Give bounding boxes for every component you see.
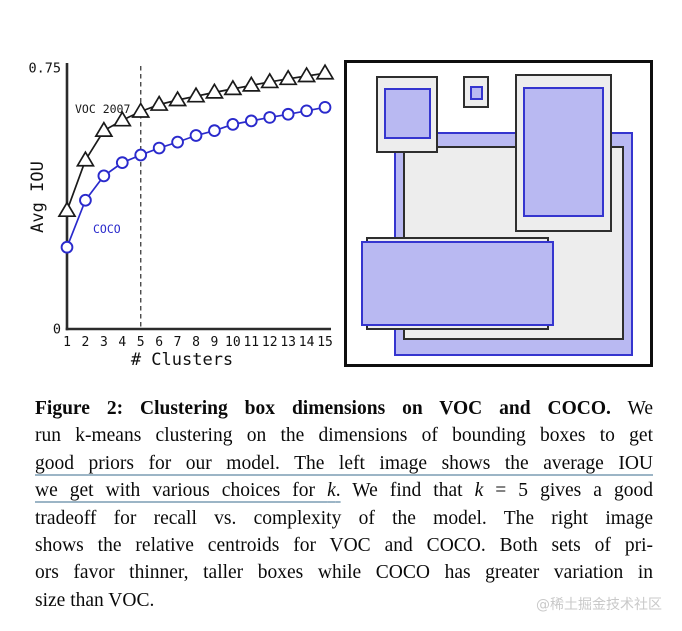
watermark: @稀土掘金技术社区 [536, 597, 662, 613]
voc-marker [278, 69, 298, 86]
x-tick-label: 9 [211, 335, 219, 350]
coco-marker [152, 141, 166, 155]
caption-text: We find that [340, 480, 475, 502]
coco-marker [115, 156, 129, 170]
coco-series-label: COCO [93, 222, 121, 236]
caption-text: shows the relative centroids for VOC and… [35, 534, 653, 556]
voc-marker [75, 150, 95, 167]
voc-marker [204, 82, 224, 99]
caption-text: we get with various choices for [35, 480, 328, 502]
caption-text: Clustering box dimensions on VOC and COC… [140, 398, 611, 419]
caption-line: Figure 2: Clustering box dimensions on V… [35, 395, 653, 422]
coco-marker [189, 129, 203, 142]
caption-text: k [474, 480, 484, 502]
caption-text: . [335, 480, 341, 502]
coco-marker [281, 107, 295, 121]
coco-marker [79, 193, 92, 207]
caption-text: good priors for our model. The left imag… [35, 452, 653, 474]
caption-text: run k-means clustering on the dimensions… [35, 425, 653, 447]
caption-text: k [327, 480, 336, 502]
caption-line: size than VOC. [35, 587, 653, 614]
caption-text: tradeoff for recall vs. complexity of th… [35, 507, 653, 529]
x-tick-label: 1 [63, 335, 71, 350]
avg-iou-chart: 00.751 2 3 4 5 6 7 8 9 10 11 12 13 14 15# ClustersAvg … [28, 61, 335, 370]
coco-marker [134, 148, 148, 162]
voc-series-label: VOC 2007 [75, 102, 130, 116]
coco-marker [300, 104, 313, 118]
voc-marker [297, 66, 317, 83]
x-tick-label: 3 [100, 335, 108, 350]
voc-marker [241, 75, 261, 92]
caption-line: tradeoff for recall vs. complexity of th… [35, 505, 653, 532]
y-axis-label: Avg IOU [28, 161, 48, 233]
caption-text: size than VOC. [35, 589, 155, 611]
caption-line: good priors for our model. The left imag… [35, 450, 653, 477]
voc-marker [57, 201, 77, 218]
voc-marker [186, 86, 206, 103]
voc-marker [112, 110, 132, 127]
coco-marker [318, 100, 332, 114]
x-tick-label: 7 [174, 335, 182, 350]
coco-marker [208, 124, 221, 137]
voc-marker [149, 94, 169, 111]
coco-marker [263, 111, 277, 124]
caption-line: shows the relative centroids for VOC and… [35, 532, 653, 559]
x-tick-label: 10 [225, 335, 241, 350]
coco-prior-box [361, 241, 554, 326]
voc-marker [223, 79, 243, 96]
voc-marker [260, 72, 280, 89]
x-tick-label: 2 [82, 335, 90, 350]
caption-text: ors favor thinner, taller boxes while CO… [35, 562, 653, 584]
x-tick-label: 11 [243, 335, 259, 350]
voc-marker [168, 90, 188, 107]
caption-text: Figure 2: [35, 398, 140, 419]
coco-marker [171, 135, 184, 149]
centroid-panel [344, 60, 653, 367]
figure-caption: Figure 2: Clustering box dimensions on V… [35, 395, 653, 614]
x-tick-label: 8 [192, 335, 200, 350]
x-tick-label: 15 [317, 335, 333, 350]
voc-marker [94, 120, 114, 137]
voc-marker [315, 63, 335, 80]
x-axis-label: # Clusters [131, 350, 233, 370]
caption-text: = 5 gives a good [483, 480, 653, 502]
coco-prior-box [523, 87, 604, 217]
x-tick-label: 6 [155, 335, 163, 350]
y-tick-label: 0.75 [28, 61, 61, 77]
caption-line: we get with various choices for k. We fi… [35, 477, 653, 504]
coco-marker [244, 114, 258, 128]
caption-line: ors favor thinner, taller boxes while CO… [35, 559, 653, 586]
x-tick-label: 14 [299, 335, 315, 350]
caption-text: We [610, 398, 653, 419]
y-tick-label: 0 [53, 322, 61, 338]
coco-prior-box [470, 86, 483, 100]
x-tick-label: 12 [262, 335, 278, 350]
caption-line: run k-means clustering on the dimensions… [35, 422, 653, 449]
voc-marker [131, 101, 151, 118]
coco-marker [97, 169, 111, 183]
x-tick-label: 5 [137, 335, 145, 350]
coco-marker [60, 240, 74, 254]
x-tick-label: 13 [280, 335, 296, 350]
coco-prior-box [384, 88, 431, 139]
x-tick-label: 4 [118, 335, 126, 350]
coco-marker [226, 118, 240, 131]
